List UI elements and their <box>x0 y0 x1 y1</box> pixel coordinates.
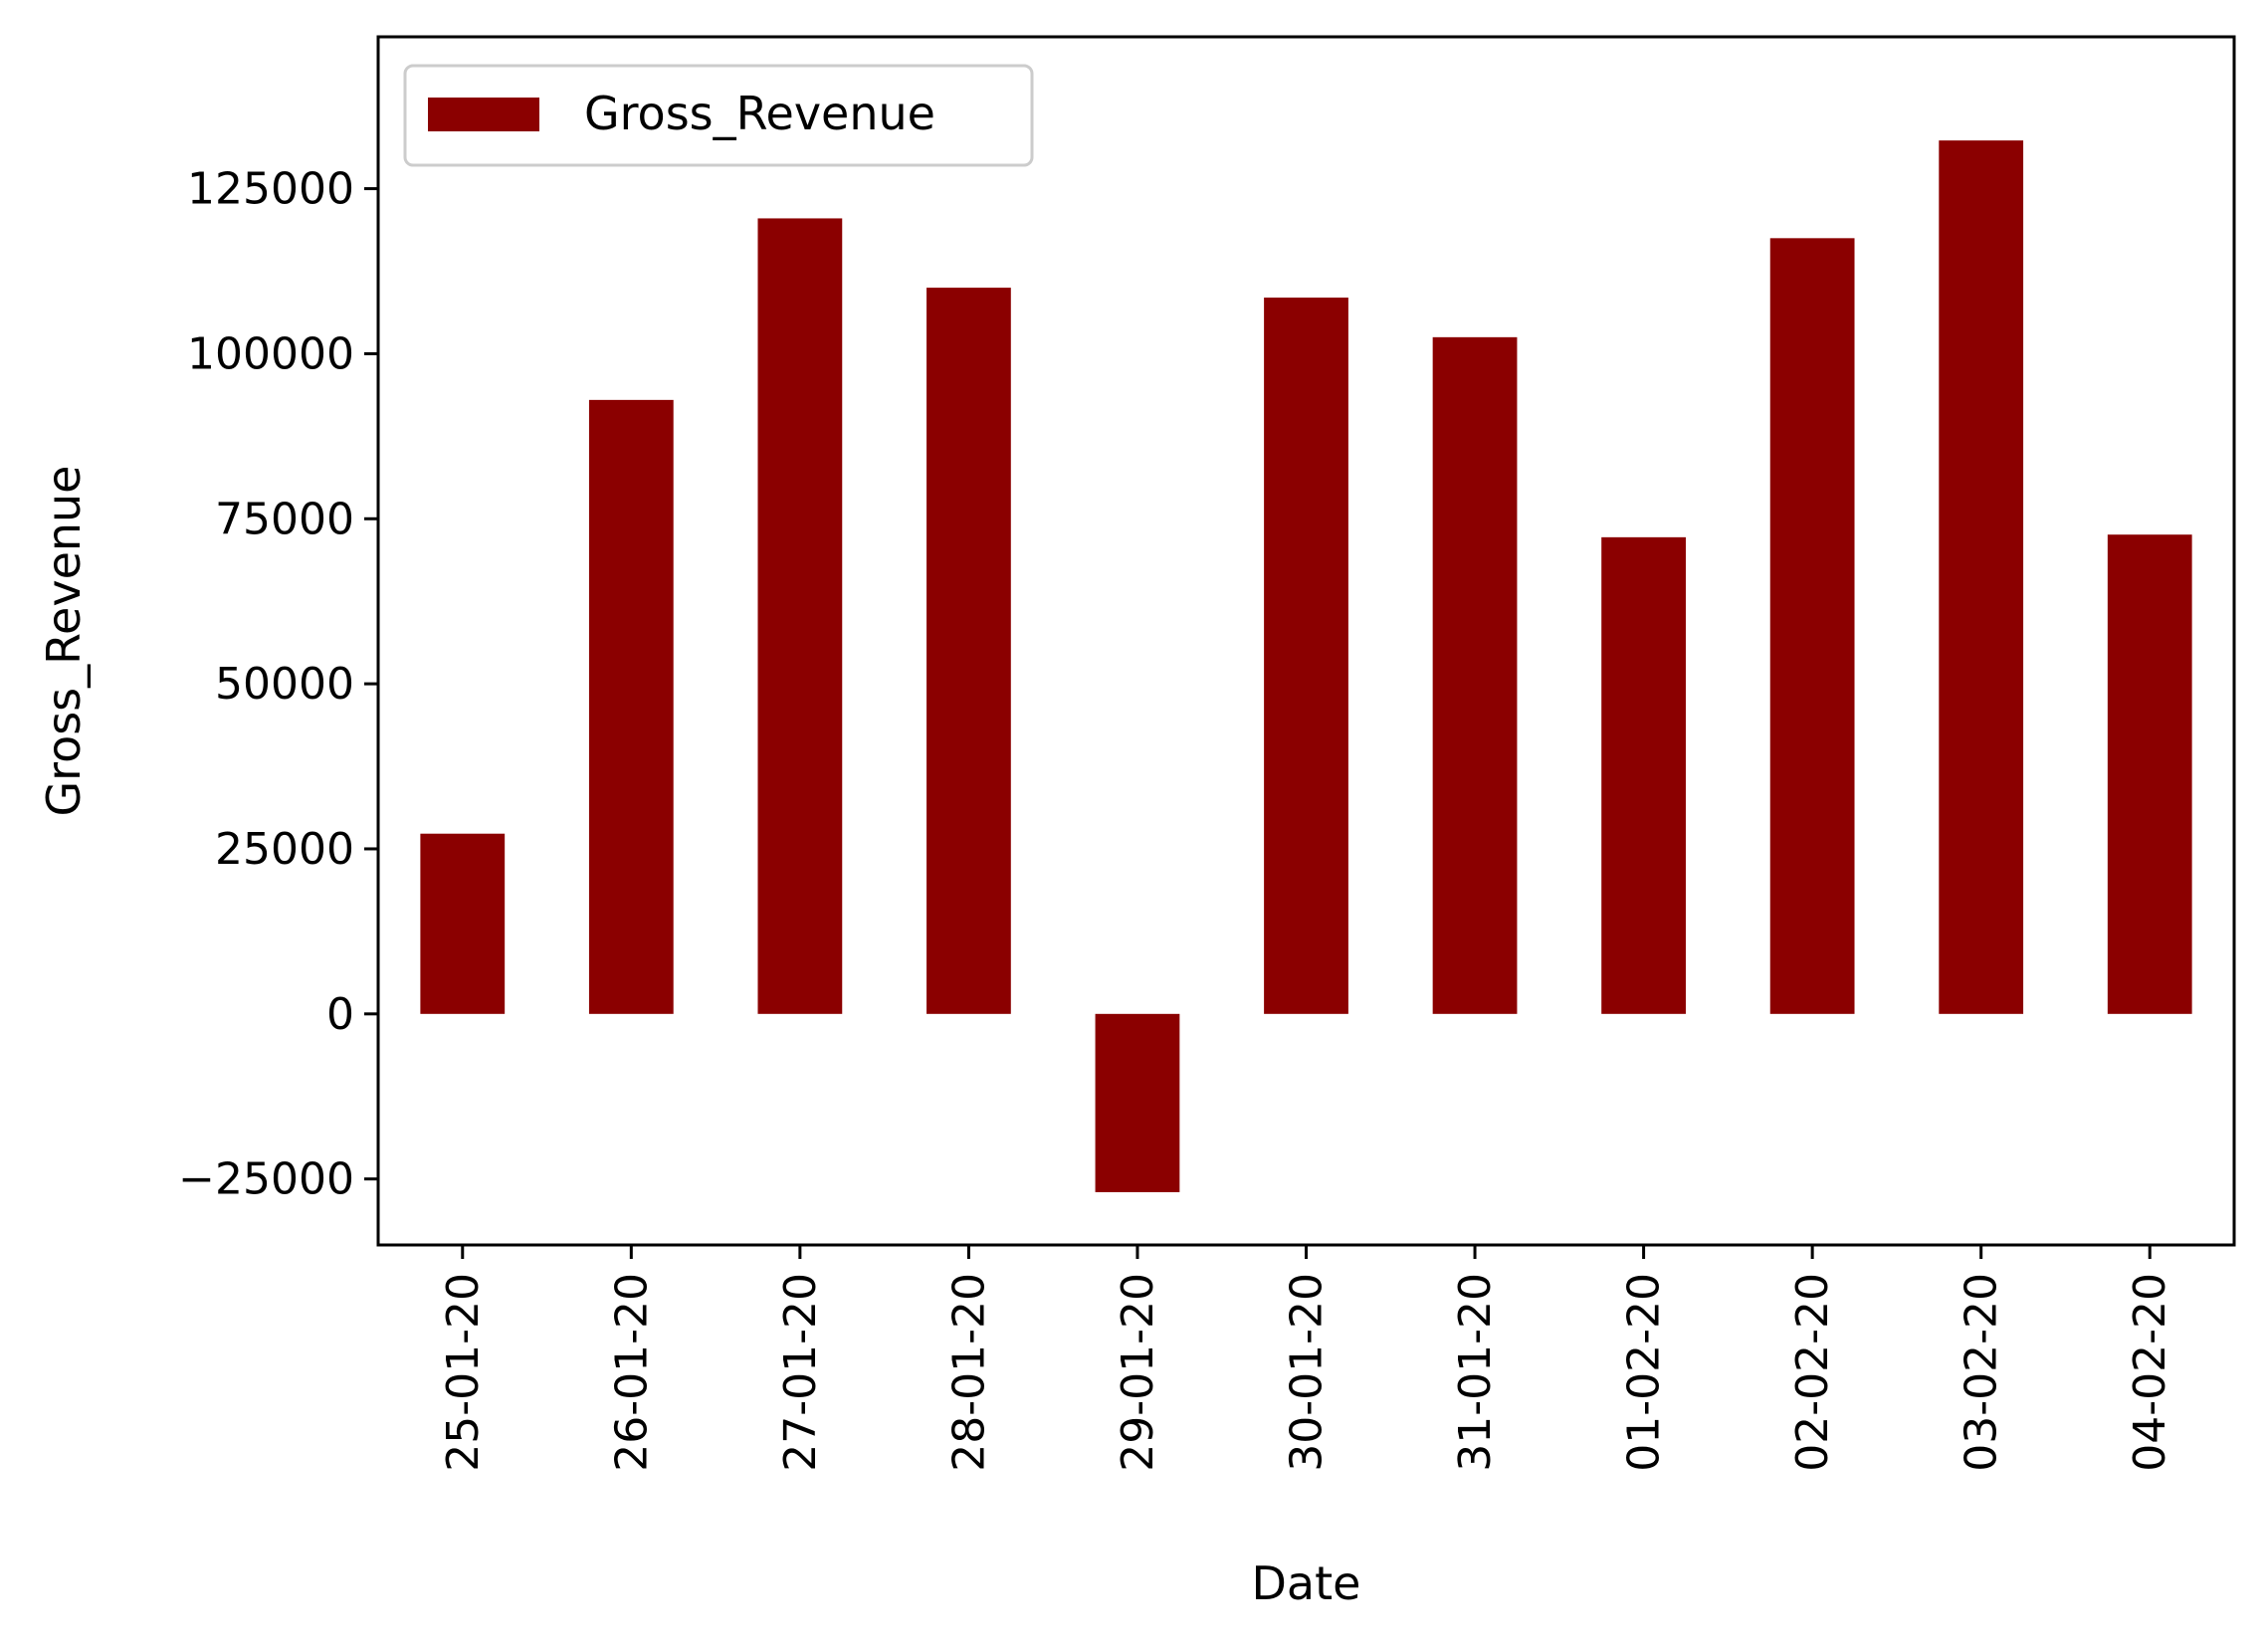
x-tick-label: 01-02-20 <box>1619 1273 1670 1472</box>
x-tick-label: 29-01-20 <box>1113 1273 1163 1472</box>
x-tick-label: 27-01-20 <box>775 1273 826 1472</box>
y-tick-label: 0 <box>326 989 354 1040</box>
y-axis: −25000 0 25000 50000 75000 100000 125000 <box>178 164 378 1205</box>
y-tick-label: 50000 <box>215 659 354 710</box>
y-tick-label: 25000 <box>215 824 354 875</box>
x-tick-label: 28-01-20 <box>943 1273 994 1472</box>
plot-frame <box>376 35 2236 1247</box>
y-axis-label: Gross_Revenue <box>37 466 91 817</box>
x-tick-label: 31-01-20 <box>1450 1273 1501 1472</box>
bar-29-01-20 <box>1095 1013 1180 1192</box>
y-tick-label: −25000 <box>178 1154 354 1205</box>
bar-01-02-20 <box>1601 536 1686 1014</box>
y-tick-label: 125000 <box>187 164 354 215</box>
x-tick-label: 02-02-20 <box>1787 1273 1838 1472</box>
x-tick-label: 03-02-20 <box>1957 1273 2007 1472</box>
x-axis: 25-01-20 26-01-20 27-01-20 28-01-20 29-01-20… <box>438 1245 2175 1472</box>
bar-31-01-20 <box>1432 336 1518 1014</box>
y-tick-label: 100000 <box>187 328 354 379</box>
bar-04-02-20 <box>2107 534 2192 1014</box>
y-tick-label: 75000 <box>215 494 354 544</box>
bar-26-01-20 <box>588 399 674 1014</box>
legend: Gross_Revenue <box>403 64 1034 167</box>
bars-group <box>420 140 2192 1192</box>
bar-27-01-20 <box>757 218 843 1014</box>
x-axis-label: Date <box>1252 1556 1361 1610</box>
bar-30-01-20 <box>1264 298 1348 1014</box>
x-tick-label: 25-01-20 <box>438 1273 489 1472</box>
bar-03-02-20 <box>1939 140 2024 1014</box>
bar-28-01-20 <box>927 288 1011 1014</box>
legend-box <box>403 64 1034 167</box>
bar-25-01-20 <box>420 833 506 1014</box>
bar-02-02-20 <box>1769 238 1855 1014</box>
legend-label: Gross_Revenue <box>584 87 935 140</box>
x-tick-label: 26-01-20 <box>606 1273 657 1472</box>
x-tick-label: 30-01-20 <box>1282 1273 1333 1472</box>
legend-swatch <box>428 98 539 131</box>
x-tick-label: 04-02-20 <box>2125 1273 2175 1472</box>
